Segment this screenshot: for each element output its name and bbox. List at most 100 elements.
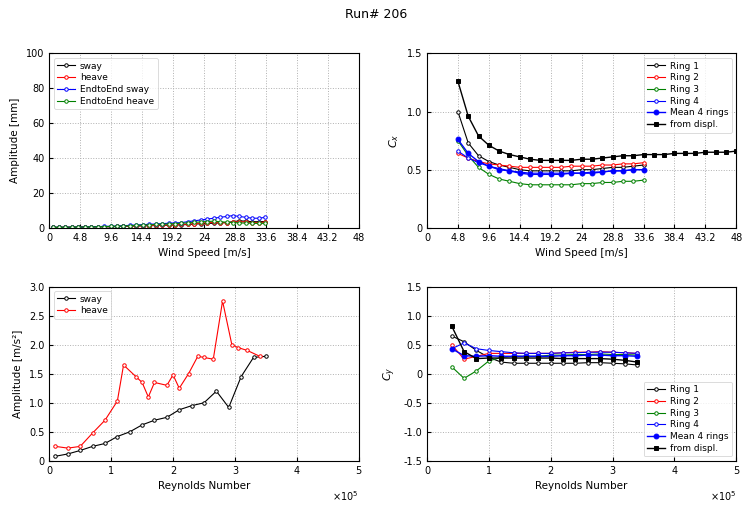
Mean 4 rings: [464, 150, 473, 156]
Ring 3: [559, 352, 568, 358]
Ring 4: [472, 345, 481, 352]
Ring 4: [608, 349, 617, 355]
heave: [51, 443, 60, 449]
Ring 1: [577, 167, 586, 173]
heave: [248, 219, 257, 226]
Ring 4: [598, 169, 607, 175]
EndtoEnd heave: [87, 224, 96, 230]
Ring 2: [639, 160, 648, 166]
sway: [87, 224, 96, 230]
heave: [132, 223, 141, 229]
heave: [197, 220, 206, 226]
Ring 3: [546, 352, 555, 358]
EndtoEnd sway: [93, 224, 102, 230]
Ring 3: [459, 375, 468, 381]
Mean 4 rings: [608, 168, 617, 174]
from displ.: [620, 357, 630, 363]
Ring 3: [534, 353, 543, 359]
Ring 2: [596, 348, 605, 355]
EndtoEnd sway: [209, 215, 218, 222]
EndtoEnd sway: [151, 221, 160, 227]
from displ.: [633, 359, 642, 365]
Mean 4 rings: [515, 170, 524, 176]
from displ.: [598, 155, 607, 161]
from displ.: [584, 356, 593, 362]
EndtoEnd heave: [222, 219, 231, 225]
Mean 4 rings: [620, 353, 630, 359]
EndtoEnd sway: [48, 225, 57, 231]
Ring 4: [484, 163, 493, 169]
Ring 3: [495, 176, 504, 182]
from displ.: [515, 154, 524, 160]
Mean 4 rings: [571, 353, 580, 359]
from displ.: [649, 152, 658, 158]
from displ.: [587, 156, 596, 162]
heave: [242, 347, 252, 354]
Ring 3: [618, 178, 627, 185]
sway: [184, 222, 193, 228]
sway: [177, 222, 186, 228]
Ring 2: [447, 342, 456, 348]
Ring 3: [584, 352, 593, 358]
Y-axis label: Amplitude [mm]: Amplitude [mm]: [11, 98, 20, 183]
heave: [138, 379, 147, 386]
sway: [76, 447, 85, 453]
Ring 3: [497, 354, 506, 360]
Ring 1: [546, 168, 555, 174]
sway: [209, 220, 218, 226]
from displ.: [639, 152, 648, 158]
Ring 4: [495, 166, 504, 172]
EndtoEnd heave: [81, 224, 90, 230]
Ring 1: [509, 360, 518, 366]
Ring 1: [571, 360, 580, 366]
Ring 2: [484, 161, 493, 167]
Ring 4: [567, 170, 576, 176]
Ring 3: [484, 358, 493, 364]
from displ.: [608, 154, 617, 160]
from displ.: [732, 148, 741, 154]
Ring 2: [453, 150, 462, 156]
Line: EndtoEnd heave: EndtoEnd heave: [50, 219, 267, 229]
Ring 1: [484, 158, 493, 164]
Ring 3: [447, 364, 456, 370]
Ring 2: [474, 158, 483, 164]
heave: [203, 219, 212, 226]
Mean 4 rings: [629, 167, 638, 173]
sway: [138, 422, 147, 428]
Ring 2: [464, 155, 473, 161]
from displ.: [447, 323, 456, 329]
Ring 2: [584, 349, 593, 355]
Ring 2: [577, 163, 586, 169]
Ring 3: [587, 180, 596, 187]
heave: [119, 362, 128, 368]
EndtoEnd sway: [235, 213, 244, 219]
Ring 4: [608, 168, 617, 174]
Ring 2: [534, 351, 543, 357]
sway: [261, 353, 270, 359]
sway: [67, 224, 76, 230]
Ring 2: [559, 350, 568, 356]
EndtoEnd heave: [184, 220, 193, 226]
heave: [255, 219, 264, 226]
sway: [249, 354, 258, 360]
Line: from displ.: from displ.: [450, 324, 640, 364]
Mean 4 rings: [546, 171, 555, 177]
Ring 2: [472, 353, 481, 359]
from displ.: [721, 149, 730, 155]
Ring 4: [639, 167, 648, 173]
Ring 1: [608, 164, 617, 171]
Ring 3: [620, 352, 630, 358]
Ring 1: [515, 167, 524, 173]
from displ.: [559, 356, 568, 362]
heave: [132, 374, 141, 380]
sway: [261, 218, 270, 225]
sway: [150, 417, 159, 424]
sway: [151, 223, 160, 229]
Ring 4: [474, 160, 483, 166]
heave: [163, 382, 172, 389]
Ring 1: [484, 354, 493, 360]
Ring 2: [608, 162, 617, 168]
heave: [81, 224, 90, 230]
EndtoEnd heave: [215, 218, 224, 225]
Line: sway: sway: [53, 355, 267, 458]
